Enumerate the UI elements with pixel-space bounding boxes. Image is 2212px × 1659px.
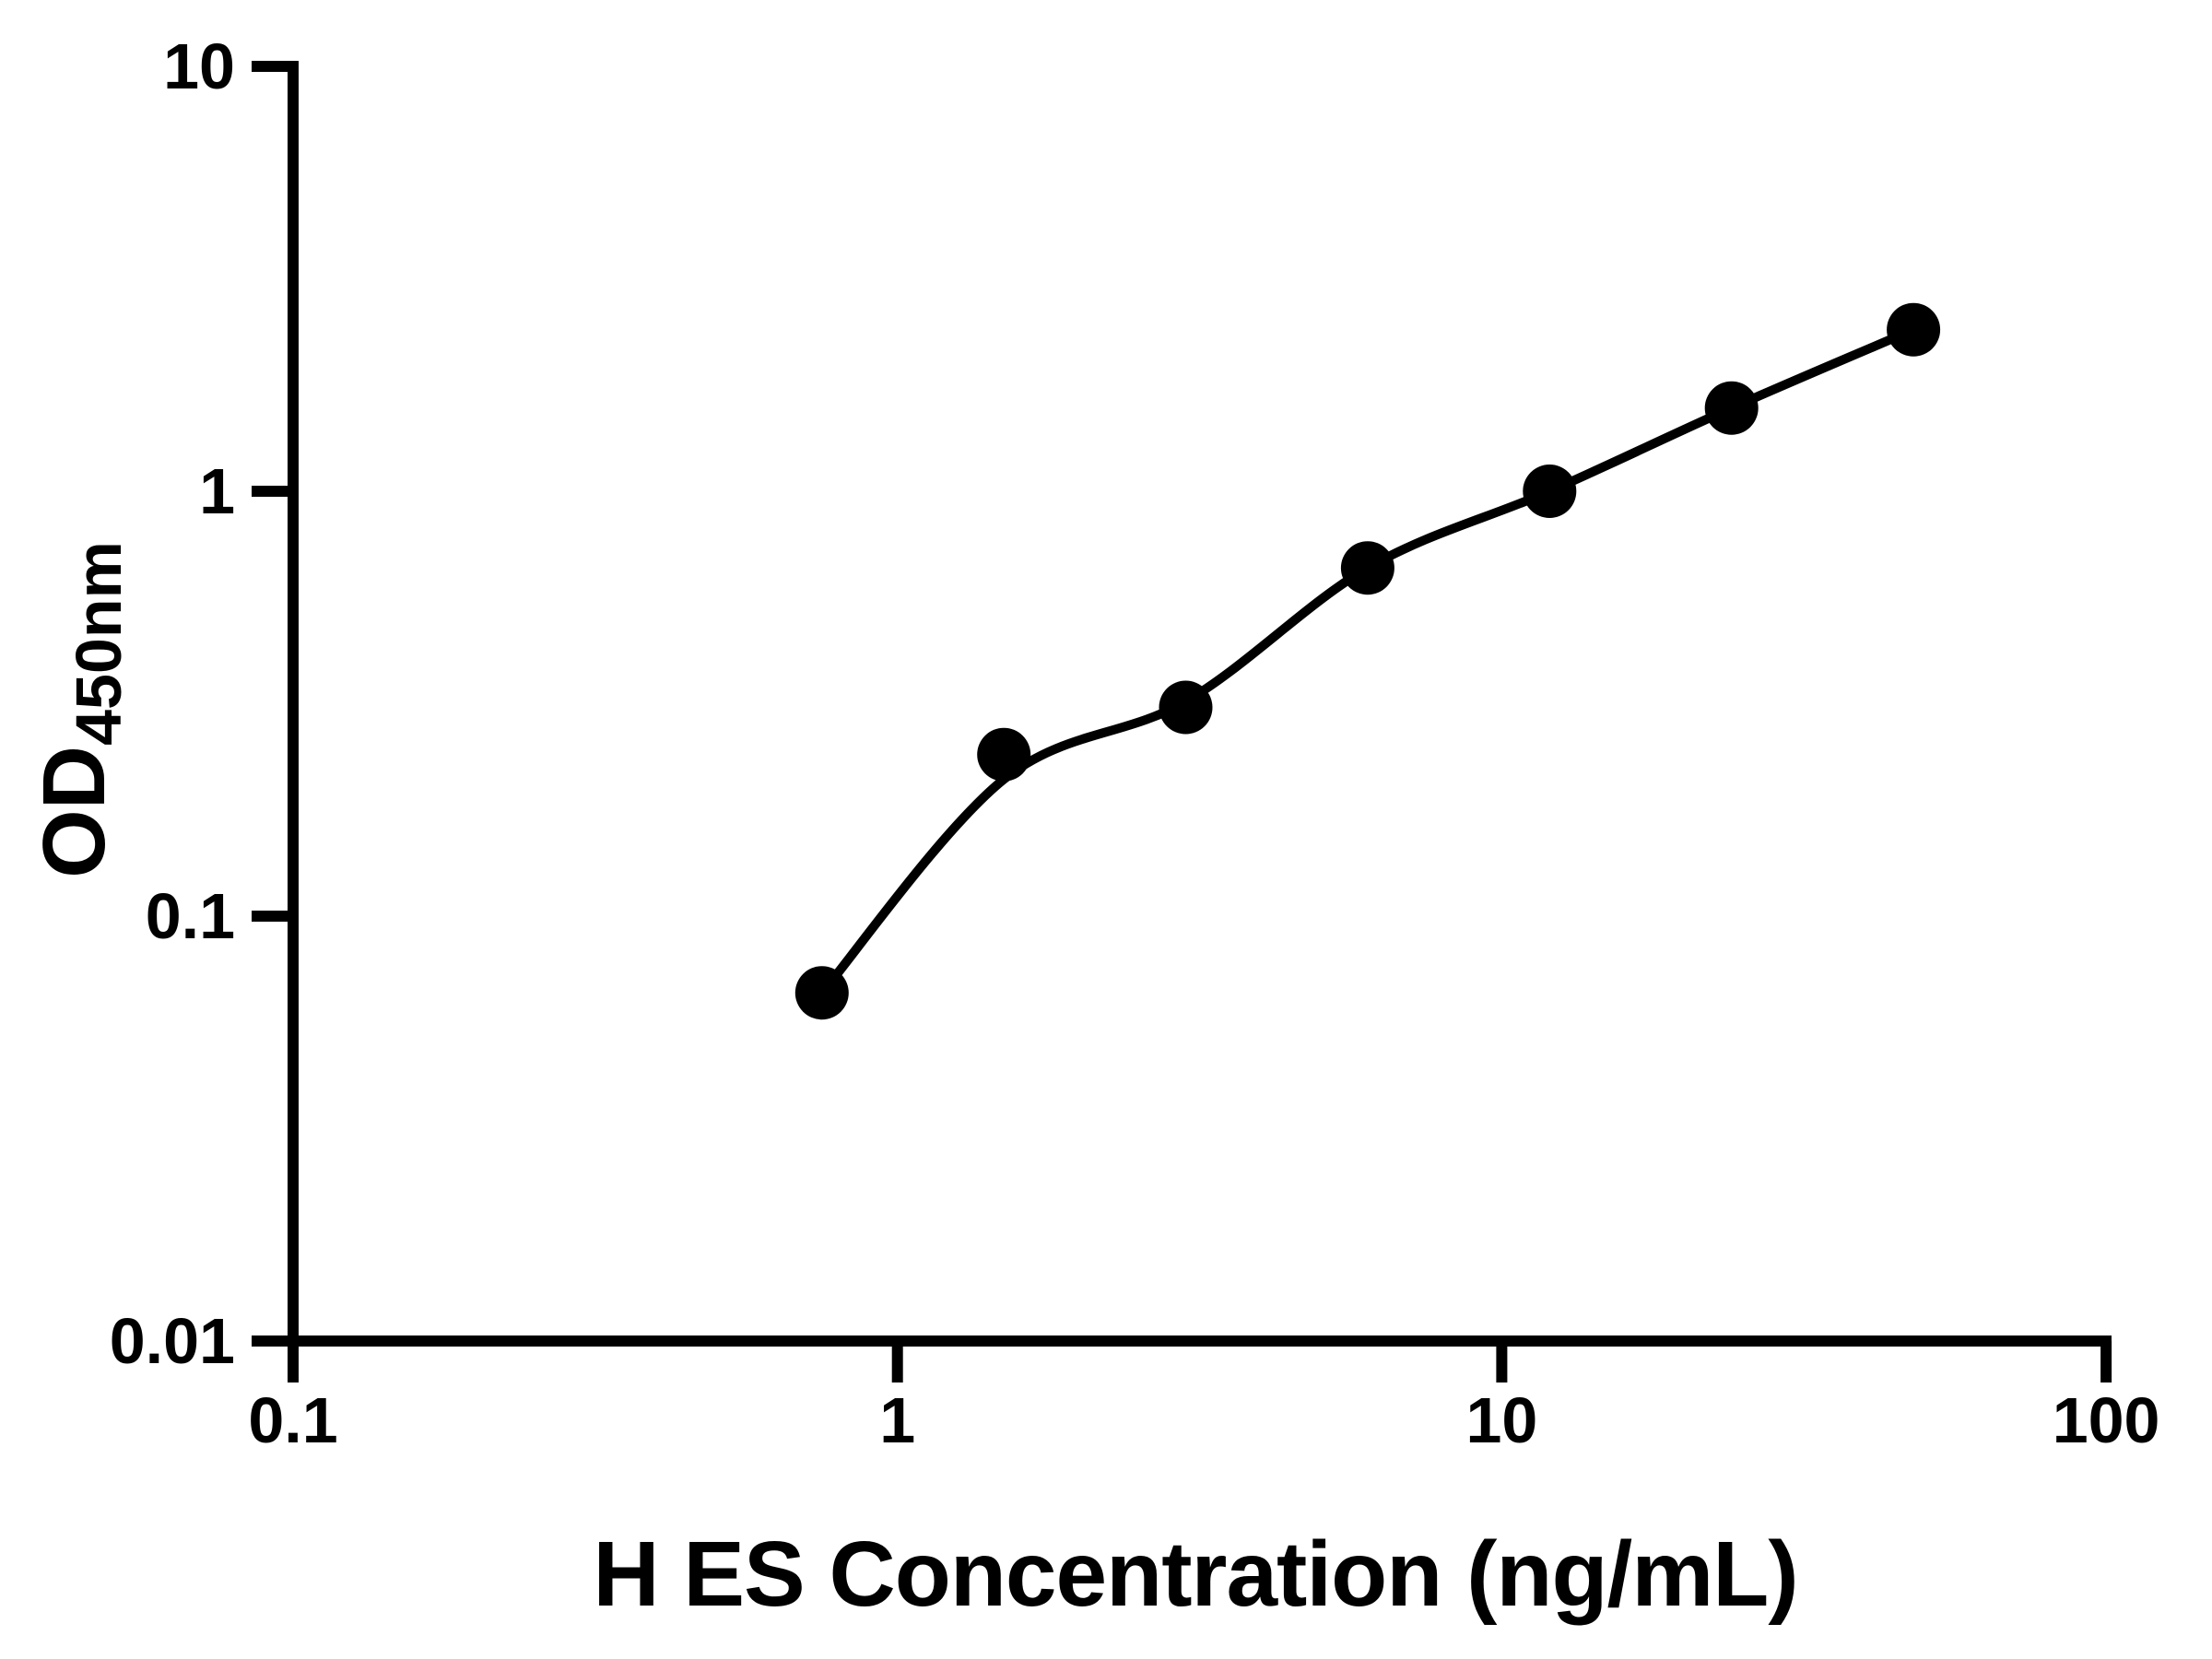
y-tick-label: 0.01 [110, 1305, 235, 1377]
data-points [794, 302, 1941, 1020]
data-point [794, 966, 849, 1020]
x-tick-label: 0.1 [248, 1384, 337, 1456]
y-tick-label: 0.1 [146, 880, 235, 952]
y-axis-title-main: OD [25, 746, 124, 878]
fit-curve [818, 325, 1916, 996]
y-axis-title-subscript: 450nm [63, 541, 135, 746]
axes [288, 61, 2112, 1347]
y-axis-title: OD450nm [25, 541, 135, 878]
data-point [1523, 465, 1577, 518]
data-point [1159, 680, 1213, 735]
x-tick-label: 100 [2053, 1384, 2160, 1456]
y-tick-label: 10 [163, 30, 235, 102]
data-point [1704, 381, 1759, 435]
x-axis-title: H ES Concentration (ng/mL) [593, 1523, 1797, 1626]
data-point [1887, 302, 1941, 357]
x-tick-label: 1 [879, 1384, 915, 1456]
data-point [1340, 541, 1394, 595]
tick-marks [252, 61, 2112, 1382]
y-tick-label: 1 [199, 455, 235, 527]
x-tick-label: 10 [1465, 1384, 1537, 1456]
data-point [977, 727, 1031, 782]
